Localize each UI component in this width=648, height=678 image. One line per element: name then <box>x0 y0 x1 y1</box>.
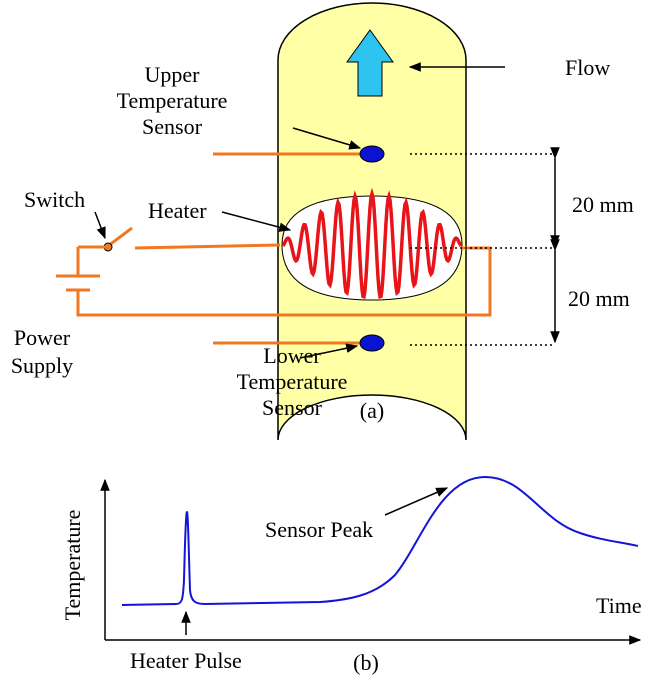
temperature-curve <box>122 477 638 605</box>
sensor-peak-label: Sensor Peak <box>265 517 373 542</box>
upper-sensor-label: Temperature <box>117 88 228 113</box>
spacing-label: 20 mm <box>568 286 630 311</box>
panel-label: (b) <box>353 650 379 675</box>
upper-sensor-label: Upper <box>145 62 201 87</box>
heater-pulse-label: Heater Pulse <box>130 648 242 673</box>
pointer <box>385 488 447 515</box>
lower-sensor-label: Temperature <box>237 369 348 394</box>
diagram: Flow Upper Temperature Sensor Heater Swi… <box>0 0 648 678</box>
y-axis-label: Temperature <box>60 510 85 621</box>
switch-lever <box>108 228 132 246</box>
panel-label: (a) <box>360 398 384 423</box>
upper-sensor <box>360 146 384 162</box>
lower-sensor-label: Sensor <box>262 395 323 420</box>
wire <box>135 245 280 248</box>
upper-sensor-label: Sensor <box>142 114 203 139</box>
power-supply-label: Power <box>14 325 71 350</box>
pointer <box>95 212 105 238</box>
power-supply-label: Supply <box>11 353 73 378</box>
heater-label: Heater <box>148 198 207 223</box>
flow-label: Flow <box>565 55 610 80</box>
switch-label: Switch <box>24 187 85 212</box>
x-axis-label: Time <box>596 593 642 618</box>
lower-sensor <box>360 335 384 351</box>
spacing-label: 20 mm <box>572 192 634 217</box>
